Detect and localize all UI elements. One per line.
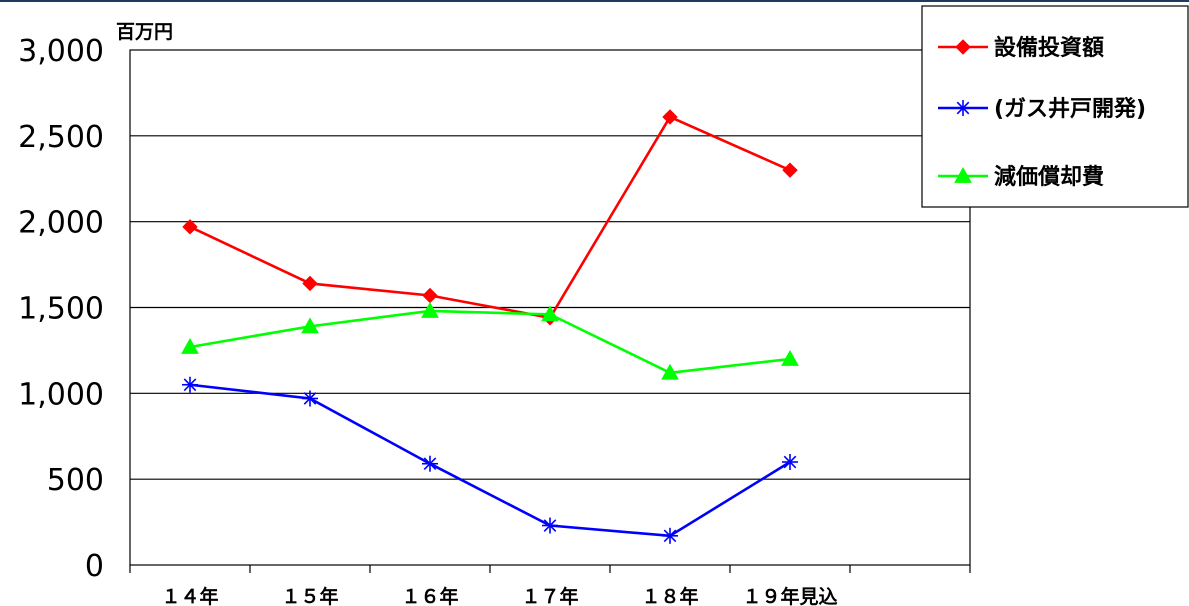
legend-marker <box>954 166 972 183</box>
x-tick-label: １４年 <box>161 585 218 606</box>
x-tick-label: １９年見込 <box>742 585 837 606</box>
data-point <box>541 305 559 322</box>
y-tick-label: 2,500 <box>18 120 104 155</box>
data-point <box>302 390 318 407</box>
y-tick-label: 500 <box>47 463 104 498</box>
y-tick-label: 1,000 <box>18 377 104 412</box>
data-point <box>181 337 199 354</box>
data-point <box>781 349 799 366</box>
data-point <box>782 162 798 178</box>
series-2 <box>182 376 798 544</box>
legend: 設備投資額 (ガス井戸開発) 減価償却費 <box>921 5 1189 208</box>
x-tick-label: １７年 <box>521 585 578 606</box>
legend-label: (ガス井戸開発) <box>994 97 1146 122</box>
legend-item: (ガス井戸開発) <box>938 97 1146 122</box>
series-1 <box>182 109 798 326</box>
x-axis: １４年 １５年 １６年 １７年 １８年 １９年見込 <box>129 565 971 606</box>
data-point <box>301 317 319 334</box>
data-point <box>542 517 558 534</box>
data-point <box>182 219 198 235</box>
legend-label: 減価償却費 <box>994 165 1104 190</box>
data-point <box>422 287 438 304</box>
series-line <box>189 115 791 320</box>
y-axis: 0 500 1,000 1,500 2,000 2,500 3,000 <box>18 34 104 584</box>
legend-item: 設備投資額 <box>938 35 1104 61</box>
y-tick-label: 0 <box>85 549 104 584</box>
data-point <box>302 275 318 292</box>
data-point <box>661 363 679 380</box>
plot-area <box>129 49 971 566</box>
x-tick-label: １６年 <box>401 585 458 606</box>
y-tick-label: 2,000 <box>18 206 104 241</box>
series-3 <box>181 301 799 380</box>
data-point <box>422 455 438 472</box>
y-tick-label: 1,500 <box>18 292 104 327</box>
y-tick-label: 3,000 <box>18 34 104 69</box>
y-unit-label: 百万円 <box>116 21 173 43</box>
data-point <box>421 301 439 318</box>
legend-marker <box>955 100 971 116</box>
series-line <box>189 309 791 375</box>
series-line <box>189 383 791 538</box>
x-tick-label: １８年 <box>641 585 698 606</box>
series-group <box>181 109 799 544</box>
data-point <box>182 376 198 393</box>
legend-marker <box>955 39 971 55</box>
data-point <box>662 527 678 544</box>
legend-label: 設備投資額 <box>994 35 1104 61</box>
data-point <box>782 454 798 470</box>
x-tick-label: １５年 <box>281 585 338 606</box>
data-point <box>662 109 678 125</box>
legend-item: 減価償却費 <box>938 165 1104 190</box>
